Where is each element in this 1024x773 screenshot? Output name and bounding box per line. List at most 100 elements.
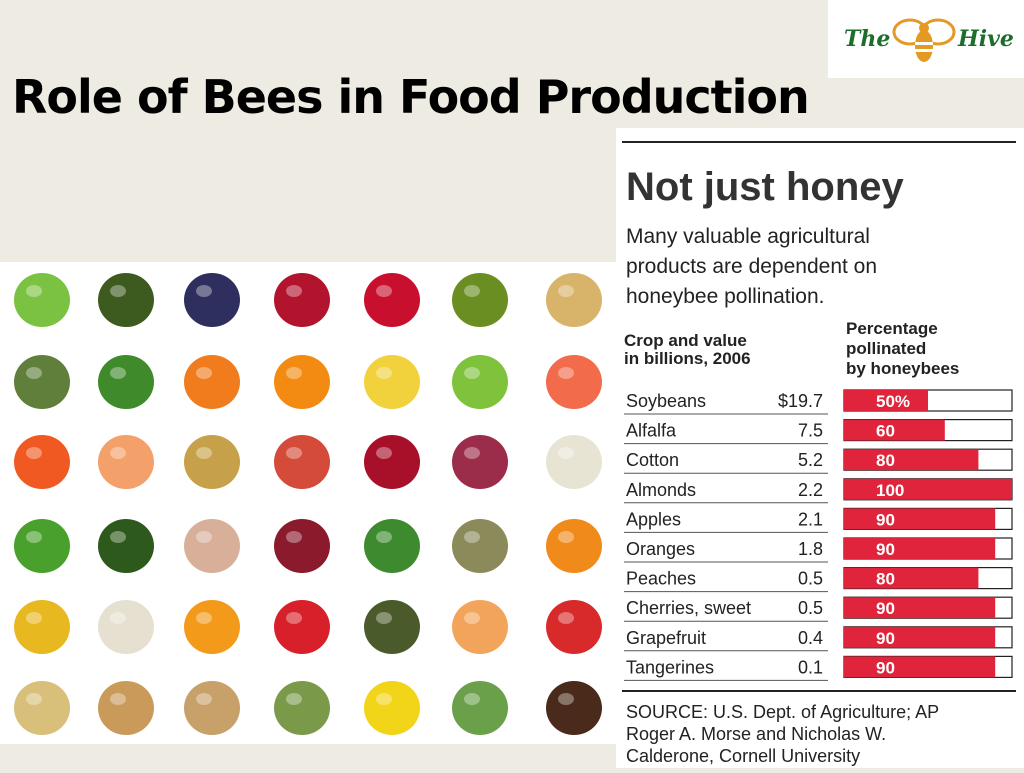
- chart-subtitle-line: products are dependent on: [626, 255, 877, 278]
- produce-photo-grid: [0, 262, 622, 744]
- bee-stripe: [915, 42, 933, 45]
- bar-label: 50%: [876, 392, 910, 411]
- bar: [844, 567, 979, 589]
- lentils-icon: [452, 519, 508, 573]
- nectarine-icon: [274, 435, 330, 489]
- bar: [844, 626, 996, 648]
- bar: [844, 419, 945, 441]
- strawberries-icon: [274, 600, 330, 654]
- crop-label: Peaches: [626, 569, 696, 589]
- bar: [844, 390, 928, 411]
- chart-source-line: Roger A. Morse and Nicholas W.: [626, 724, 886, 744]
- chart-right-header-line: by honeybees: [846, 359, 959, 378]
- lemon-icon: [364, 355, 420, 409]
- chart-left-header-line: in billions, 2006: [624, 349, 751, 368]
- celery-icon: [452, 681, 508, 735]
- kidney-beans-icon: [274, 519, 330, 573]
- crop-label: Soybeans: [626, 391, 706, 411]
- crop-value-label: 0.1: [798, 657, 823, 677]
- bar-label: 90: [876, 540, 895, 559]
- melon-icon: [14, 681, 70, 735]
- crop-label: Alfalfa: [626, 421, 677, 441]
- cherries-icon: [364, 273, 420, 327]
- blueberries-icon: [184, 273, 240, 327]
- crop-label: Almonds: [626, 480, 696, 500]
- crop-value-label: 1.8: [798, 539, 823, 559]
- bar: [844, 656, 996, 678]
- olives-icon: [364, 600, 420, 654]
- avocado-icon: [98, 273, 154, 327]
- pear-icon: [184, 435, 240, 489]
- radish-icon: [274, 681, 330, 735]
- crop-value-label: 2.2: [798, 480, 823, 500]
- bar-label: 90: [876, 658, 895, 677]
- yellow-peppers-icon: [364, 681, 420, 735]
- bar-label: 100: [876, 481, 904, 500]
- logo-left-word: The: [844, 26, 891, 52]
- broccoli-icon: [98, 355, 154, 409]
- crop-value-label: 0.4: [798, 628, 823, 648]
- kiwi-icon: [452, 273, 508, 327]
- crop-value-label: 5.2: [798, 450, 823, 470]
- bar-label: 80: [876, 451, 895, 470]
- chart-left-header-line: Crop and value: [624, 331, 747, 350]
- bee-head: [919, 23, 929, 33]
- crop-label: Cherries, sweet: [626, 598, 751, 618]
- chart-subtitle-line: honeybee pollination.: [626, 285, 825, 308]
- watermelon-icon: [546, 600, 602, 654]
- green-beans-icon: [14, 519, 70, 573]
- bar-label: 90: [876, 510, 895, 529]
- snow-peas-icon: [364, 519, 420, 573]
- soybeans-icon: [546, 273, 602, 327]
- logo: The Hive: [828, 0, 1024, 78]
- tangerine-icon: [14, 435, 70, 489]
- bar-label: 80: [876, 570, 895, 589]
- crop-label: Cotton: [626, 450, 679, 470]
- carrots-icon: [184, 355, 240, 409]
- crop-label: Apples: [626, 509, 681, 529]
- bar: [844, 597, 996, 619]
- pumpkin-icon: [546, 519, 602, 573]
- apricot-icon: [184, 600, 240, 654]
- squash-icon: [14, 600, 70, 654]
- bar: [844, 478, 1012, 500]
- orange-icon: [274, 355, 330, 409]
- onion-icon: [184, 519, 240, 573]
- bar-label: 60: [876, 422, 895, 441]
- chart-title: Not just honey: [626, 165, 905, 209]
- cranberries-icon: [274, 273, 330, 327]
- pollination-chart: Not just honey Many valuable agricultural…: [616, 128, 1024, 768]
- cucumber-icon: [98, 519, 154, 573]
- bar-label: 90: [876, 629, 895, 648]
- cantaloupe-icon: [452, 600, 508, 654]
- bee-body: [915, 30, 933, 62]
- apple-icon: [14, 273, 70, 327]
- bar: [844, 508, 996, 530]
- crop-value-label: 7.5: [798, 421, 823, 441]
- asparagus-icon: [14, 355, 70, 409]
- chart-subtitle-line: Many valuable agricultural: [626, 225, 870, 248]
- grapes-icon: [452, 435, 508, 489]
- chart-source-line: Calderone, Cornell University: [626, 746, 860, 766]
- peach-icon: [98, 435, 154, 489]
- red-apple-icon: [364, 435, 420, 489]
- cauliflower-icon: [546, 435, 602, 489]
- lime-icon: [452, 355, 508, 409]
- chart-right-header-line: Percentage: [846, 319, 938, 338]
- slide-title: Role of Bees in Food Production: [12, 70, 810, 124]
- bar: [844, 538, 996, 559]
- bar-label: 90: [876, 599, 895, 618]
- crop-label: Grapefruit: [626, 628, 706, 648]
- chart-right-header-line: pollinated: [846, 339, 926, 358]
- coffee-beans-icon: [546, 681, 602, 735]
- crop-label: Tangerines: [626, 657, 714, 677]
- crop-value-label: 0.5: [798, 598, 823, 618]
- grapefruit-icon: [546, 355, 602, 409]
- chickpeas-icon: [184, 681, 240, 735]
- almonds-icon: [98, 681, 154, 735]
- crop-label: Oranges: [626, 539, 695, 559]
- crop-value-label: 2.1: [798, 509, 823, 529]
- logo-right-word: Hive: [958, 26, 1014, 52]
- bar: [844, 449, 979, 471]
- bee-stripe: [915, 49, 933, 52]
